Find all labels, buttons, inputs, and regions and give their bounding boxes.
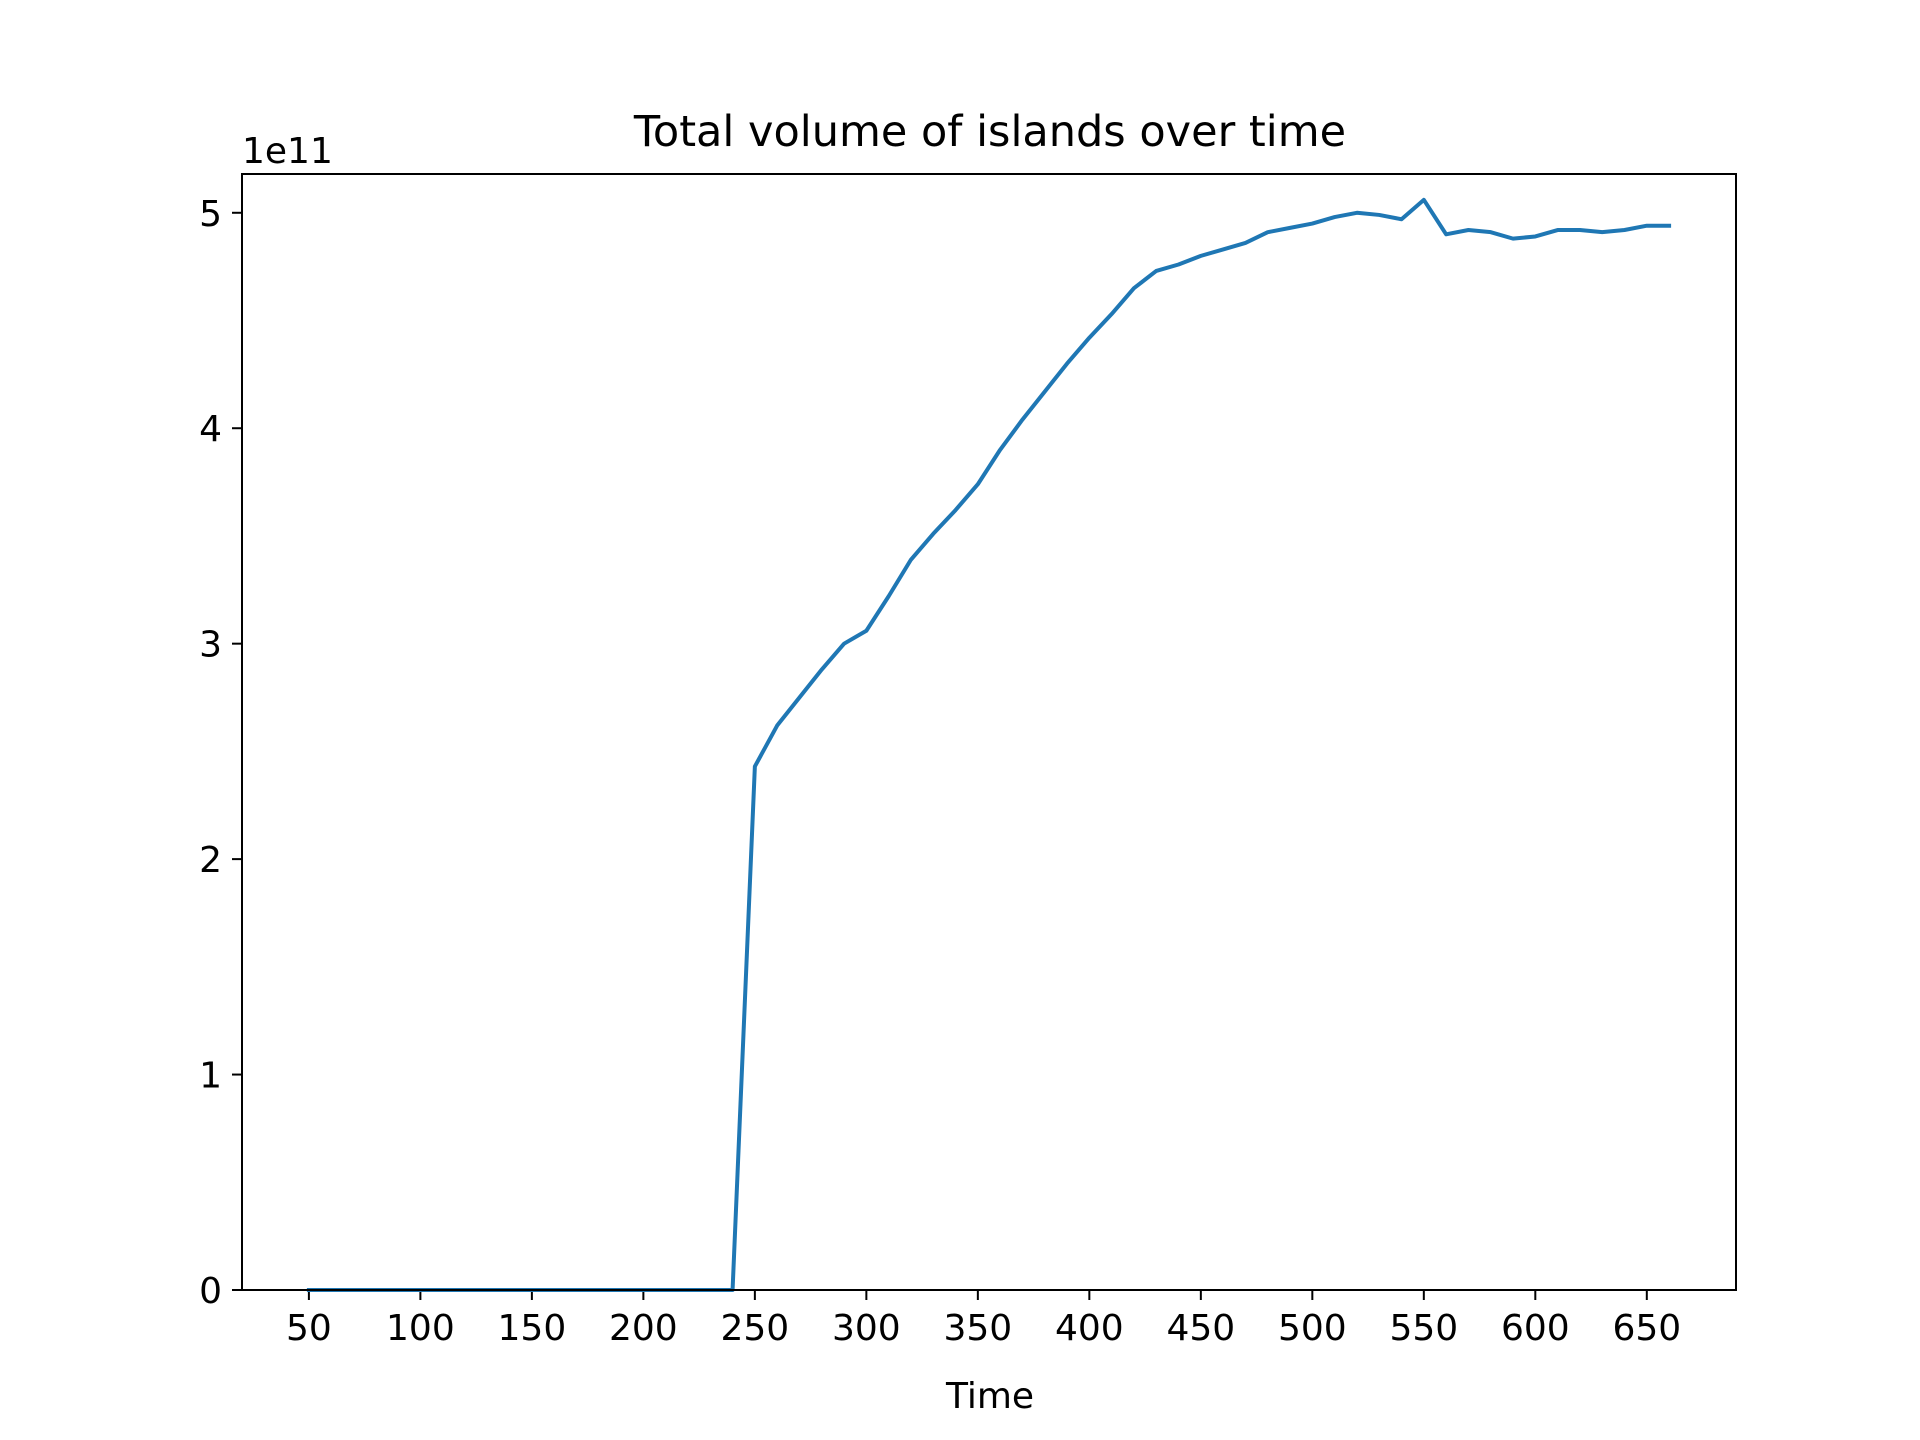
- x-axis-label: Time: [945, 1376, 1034, 1417]
- x-tick-label: 50: [286, 1308, 332, 1349]
- y-tick-label: 0: [199, 1271, 222, 1312]
- x-tick-label: 350: [943, 1308, 1012, 1349]
- y-axis: 0 1 2 3 4 5: [199, 194, 242, 1312]
- x-tick-label: 500: [1278, 1308, 1347, 1349]
- x-tick-label: 600: [1501, 1308, 1570, 1349]
- x-tick-label: 400: [1055, 1308, 1124, 1349]
- chart-title: Total volume of islands over time: [633, 107, 1346, 157]
- y-tick-label: 1: [199, 1056, 222, 1097]
- x-tick-label: 150: [498, 1308, 567, 1349]
- x-tick-label: 300: [832, 1308, 901, 1349]
- y-tick-label: 4: [199, 409, 222, 450]
- plot-frame: [241, 173, 1737, 1291]
- x-tick-label: 200: [609, 1308, 678, 1349]
- x-tick-label: 450: [1166, 1308, 1235, 1349]
- series-line: [306, 197, 1672, 1292]
- y-tick-label: 5: [199, 194, 222, 235]
- y-tick-label: 2: [199, 840, 222, 881]
- y-axis-offset-label: 1e11: [242, 131, 333, 172]
- x-tick-label: 100: [386, 1308, 455, 1349]
- x-tick-label: 650: [1612, 1308, 1681, 1349]
- x-axis: 50 100 150 200 250 300 350 400 450 500 550 600 650: [286, 1290, 1681, 1349]
- x-tick-label: 550: [1389, 1308, 1458, 1349]
- x-tick-label: 250: [721, 1308, 790, 1349]
- y-tick-label: 3: [199, 625, 222, 666]
